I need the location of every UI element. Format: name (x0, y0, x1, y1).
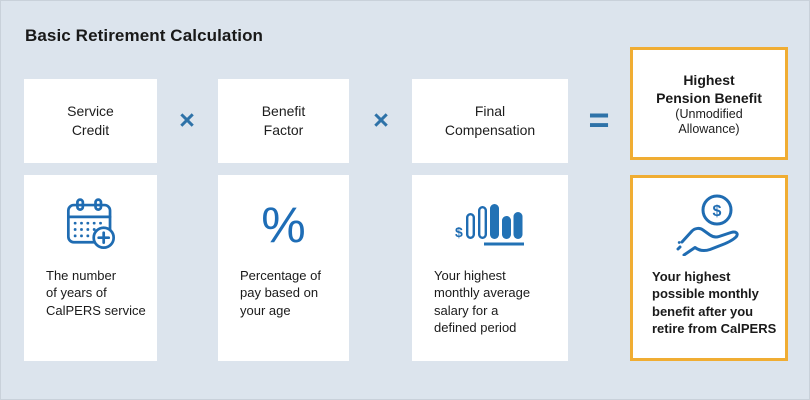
detail-card-highest-pension-benefit: $ Your highest possible monthly benefit … (630, 175, 788, 361)
term-box-highest-pension-benefit: Highest Pension Benefit (Unmodified Allo… (630, 47, 788, 160)
percent-icon: % (218, 189, 349, 261)
hand-coin-svg: $ (676, 194, 739, 256)
term-sublabel-unmodified-allowance: (Unmodified Allowance) (675, 106, 743, 136)
description-service-credit: The number of years of CalPERS service (46, 268, 146, 318)
equals-operator: = (588, 99, 610, 140)
coin-dollar-symbol: $ (713, 203, 722, 220)
term-box-service-credit: Service Credit (24, 79, 157, 163)
detail-card-benefit-factor: % Percentage of pay based on your age (218, 175, 349, 361)
description-benefit-factor: Percentage of pay based on your age (240, 268, 321, 318)
term-label-benefit-factor: Benefit Factor (261, 103, 306, 138)
multiply-operator-1: × (179, 105, 195, 135)
term-box-benefit-factor: Benefit Factor (218, 79, 349, 163)
hand-coin-icon: $ (633, 189, 785, 261)
detail-card-service-credit: The number of years of CalPERS service (24, 175, 157, 361)
salary-bar-chart-icon: $ (412, 189, 568, 261)
term-box-final-compensation: Final Compensation (412, 79, 568, 163)
term-label-final-compensation: Final Compensation (444, 103, 536, 138)
calendar-plus-svg (66, 198, 115, 250)
detail-card-final-compensation: $ Your highest monthly average salary fo… (412, 175, 568, 361)
percent-symbol: % (261, 197, 306, 253)
page-title: Basic Retirement Calculation (25, 26, 264, 45)
description-highest-pension-benefit: Your highest possible monthly benefit af… (652, 269, 777, 336)
term-label-highest-pension-benefit: Highest Pension Benefit (656, 71, 762, 106)
calendar-dots (73, 221, 102, 238)
term-label-service-credit: Service Credit (67, 103, 114, 138)
description-final-compensation: Your highest monthly average salary for … (434, 268, 531, 335)
multiply-operator-2: × (373, 105, 389, 135)
salary-bars-svg: $ (455, 204, 524, 246)
calendar-plus-icon (24, 189, 157, 261)
bar-chart-dollar-symbol: $ (455, 224, 463, 240)
